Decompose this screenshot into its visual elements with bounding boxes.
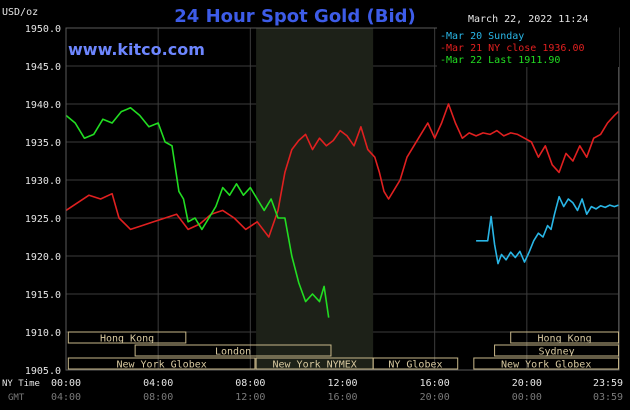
x-tick-label-gmt: 00:00 <box>512 392 542 403</box>
session-label: Hong Kong <box>100 334 154 345</box>
x-row-label-ny: NY Time <box>2 379 40 389</box>
session-box <box>494 344 620 357</box>
x-row-label-gmt: GMT <box>8 393 25 403</box>
y-tick-label: 1920.0 <box>25 252 61 263</box>
x-tick-label-ny: 23:59 <box>593 378 623 389</box>
y-tick-label: 1925.0 <box>25 214 61 225</box>
y-tick-label: 1935.0 <box>25 138 61 149</box>
session-label: New York Globex <box>501 360 591 371</box>
session-box <box>67 357 256 370</box>
nymex-session-highlight <box>256 28 374 370</box>
session-label: Hong Kong <box>538 334 592 345</box>
session-box <box>67 331 187 344</box>
session-label: New York NYMEX <box>272 360 356 371</box>
chart-title: 24 Hour Spot Gold (Bid) <box>174 6 415 27</box>
x-tick-label-gmt: 20:00 <box>420 392 450 403</box>
session-label: New York Globex <box>116 360 206 371</box>
y-axis-ticks: 1950.0 1945.0 1940.0 1935.0 1930.0 1925.0 1920… <box>25 24 61 377</box>
x-tick-label-gmt: 16:00 <box>327 392 357 403</box>
legend-entry: -Mar 21 NY close 1936.00 <box>440 43 585 54</box>
session-box <box>372 357 459 370</box>
market-sessions: Hong Kong Hong Kong London Sydney New York G… <box>67 331 620 371</box>
x-tick-label-gmt: 12:00 <box>235 392 265 403</box>
session-label: Sydney <box>538 347 574 358</box>
session-label: NY Globex <box>388 360 442 371</box>
series-layer <box>65 103 620 318</box>
y-unit-label: USD/oz <box>2 7 38 18</box>
series-line-2 <box>65 103 620 238</box>
x-tick-label-ny: 00:00 <box>51 378 81 389</box>
legend: -Mar 20 Sunday-Mar 21 NY close 1936.00-M… <box>437 27 619 67</box>
nymex-highlight-band <box>256 28 374 370</box>
plot-frame <box>65 27 620 371</box>
x-tick-label-ny: 04:00 <box>143 378 173 389</box>
legend-background <box>437 27 619 67</box>
y-tick-label: 1940.0 <box>25 100 61 111</box>
site-watermark: www.kitco.com <box>68 40 205 59</box>
x-axis-ticks: NY Time GMT 00:00 04:00 04:00 08:00 08:00 12:00… <box>2 378 623 403</box>
session-box <box>134 344 332 357</box>
y-tick-label: 1950.0 <box>25 24 61 35</box>
x-tick-label-ny: 08:00 <box>235 378 265 389</box>
x-tick-label-gmt: 03:59 <box>593 392 623 403</box>
session-box <box>510 331 620 344</box>
series-line-3 <box>65 107 330 318</box>
y-tick-label: 1945.0 <box>25 62 61 73</box>
y-tick-label: 1930.0 <box>25 176 61 187</box>
session-box <box>473 357 620 370</box>
timestamp: March 22, 2022 11:24 <box>468 14 588 25</box>
series-line-1 <box>476 195 619 265</box>
x-tick-label-ny: 20:00 <box>512 378 542 389</box>
legend-entry: -Mar 22 Last 1911.90 <box>440 55 560 66</box>
x-tick-label-gmt: 08:00 <box>143 392 173 403</box>
x-tick-label-gmt: 04:00 <box>51 392 81 403</box>
y-tick-label: 1910.0 <box>25 328 61 339</box>
y-tick-label: 1905.0 <box>25 366 61 377</box>
legend-entry: -Mar 20 Sunday <box>440 31 524 42</box>
session-label: London <box>215 347 251 358</box>
x-tick-label-ny: 16:00 <box>420 378 450 389</box>
y-tick-label: 1915.0 <box>25 290 61 301</box>
x-tick-label-ny: 12:00 <box>327 378 357 389</box>
